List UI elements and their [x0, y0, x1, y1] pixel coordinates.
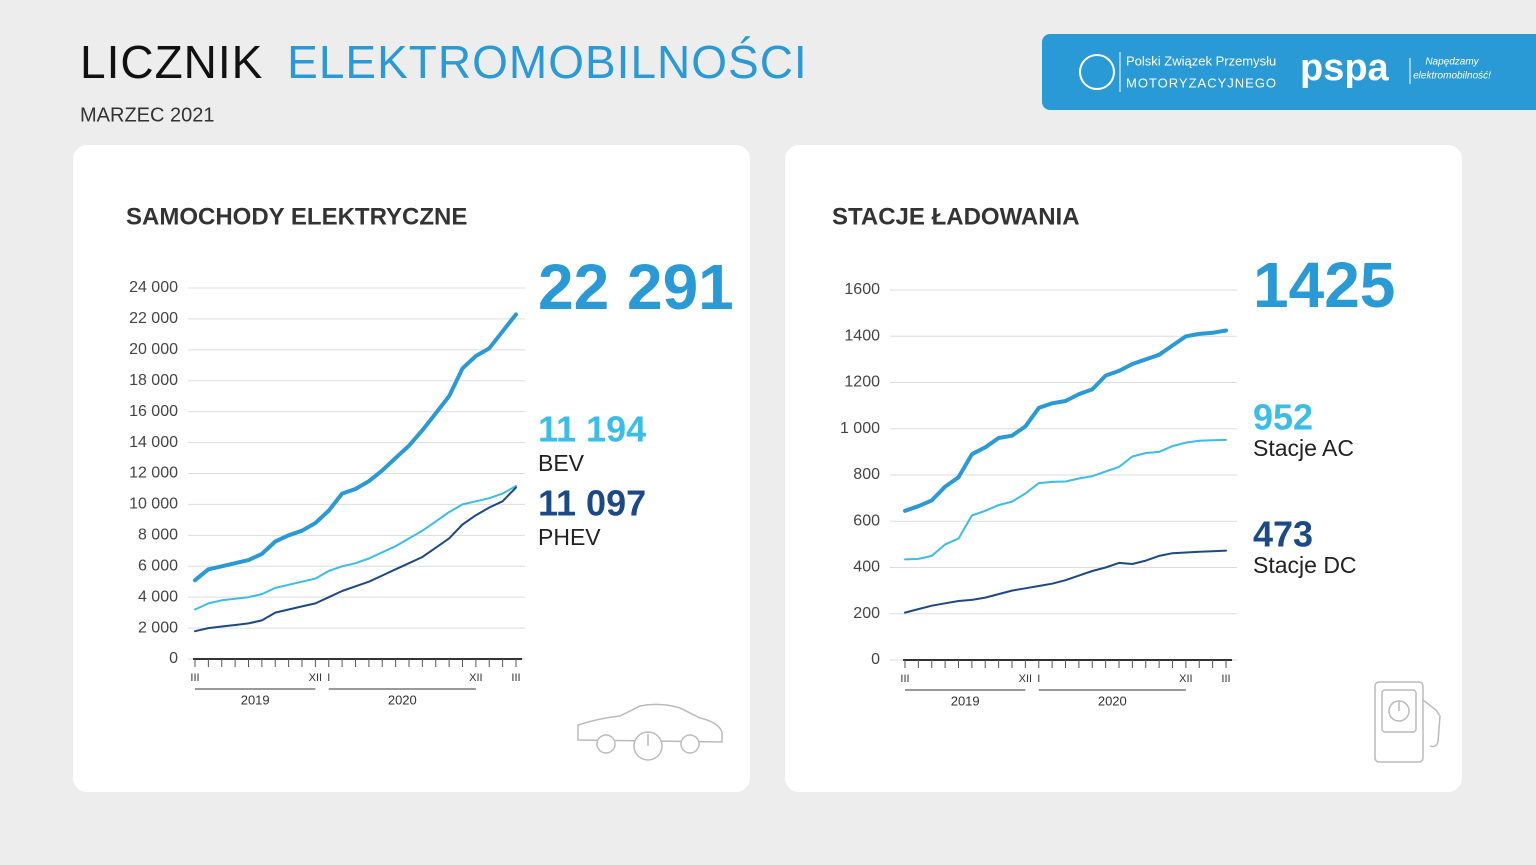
pzpm-line2: MOTORYZACYJNEGO: [1126, 75, 1277, 90]
y-tick-label: 6 000: [138, 557, 178, 574]
year-label: 2020: [388, 692, 417, 707]
series-line: [904, 438, 1227, 561]
legend-label: Stacje AC: [1253, 435, 1354, 461]
page-title: LICZNIK ELEKTROMOBILNOŚCI: [80, 36, 808, 88]
y-tick-label: 8 000: [138, 527, 178, 544]
x-tick-label: I: [327, 672, 330, 684]
series-line: [194, 486, 517, 633]
x-tick-label: III: [1221, 673, 1230, 685]
year-label: 2020: [1098, 693, 1127, 708]
x-tick-label: III: [511, 672, 520, 684]
y-tick-label: 0: [169, 650, 178, 667]
chart-title: SAMOCHODY ELEKTRYCZNE: [126, 203, 467, 230]
series-line: [193, 312, 518, 583]
value-label: 11 194: [538, 409, 646, 450]
pspa-logo: pspa: [1300, 47, 1390, 89]
logo-bar: [1042, 34, 1536, 110]
value-label: 1425: [1253, 249, 1395, 321]
pzpm-line1: Polski Związek Przemysłu: [1126, 53, 1276, 68]
card: [785, 145, 1462, 792]
chart-title: STACJE ŁADOWANIA: [832, 203, 1080, 230]
x-tick-label: XII: [309, 672, 322, 684]
y-tick-label: 800: [853, 466, 880, 483]
y-tick-label: 16 000: [129, 403, 178, 420]
legend-label: Stacje DC: [1253, 552, 1357, 578]
title-blue: ELEKTROMOBILNOŚCI: [287, 36, 808, 88]
x-tick-label: III: [190, 672, 199, 684]
year-label: 2019: [951, 693, 980, 708]
y-tick-label: 0: [871, 651, 880, 668]
series-line: [194, 485, 517, 611]
y-tick-label: 1400: [844, 327, 880, 344]
y-tick-label: 18 000: [129, 372, 178, 389]
pzpm-logo: [1079, 54, 1115, 90]
legend-label: PHEV: [538, 524, 601, 550]
y-tick-label: 600: [853, 512, 880, 529]
y-tick-label: 2 000: [138, 619, 178, 636]
title-dark: LICZNIK: [80, 36, 263, 88]
subtitle: MARZEC 2021: [80, 104, 215, 126]
x-tick-label: I: [1037, 673, 1040, 685]
y-tick-label: 4 000: [138, 588, 178, 605]
y-tick-label: 22 000: [129, 310, 178, 327]
legend-label: BEV: [538, 450, 585, 476]
x-tick-label: XII: [1019, 673, 1032, 685]
y-tick-label: 14 000: [129, 434, 178, 451]
series-line: [903, 328, 1228, 513]
value-label: 952: [1253, 397, 1313, 438]
charger-icon: [1374, 681, 1441, 763]
x-tick-label: XII: [469, 672, 482, 684]
y-tick-label: 1200: [844, 374, 880, 391]
value-label: 22 291: [538, 251, 734, 323]
value-label: 473: [1253, 514, 1313, 555]
year-label: 2019: [241, 692, 270, 707]
y-tick-label: 20 000: [129, 341, 178, 358]
y-tick-label: 24 000: [129, 279, 178, 296]
card: [73, 145, 750, 792]
x-tick-label: III: [900, 673, 909, 685]
x-tick-label: XII: [1179, 673, 1192, 685]
y-tick-label: 12 000: [129, 465, 178, 482]
y-tick-label: 400: [853, 559, 880, 576]
value-label: 11 097: [538, 483, 646, 524]
y-tick-label: 1600: [844, 281, 880, 298]
pspa-slogan: elektromobilność!: [1413, 71, 1491, 82]
y-tick-label: 10 000: [129, 496, 178, 513]
car-icon: [577, 703, 723, 761]
series-line: [904, 549, 1227, 614]
pspa-slogan: Napędzamy: [1425, 57, 1479, 68]
y-tick-label: 1 000: [840, 420, 880, 437]
y-tick-label: 200: [853, 605, 880, 622]
